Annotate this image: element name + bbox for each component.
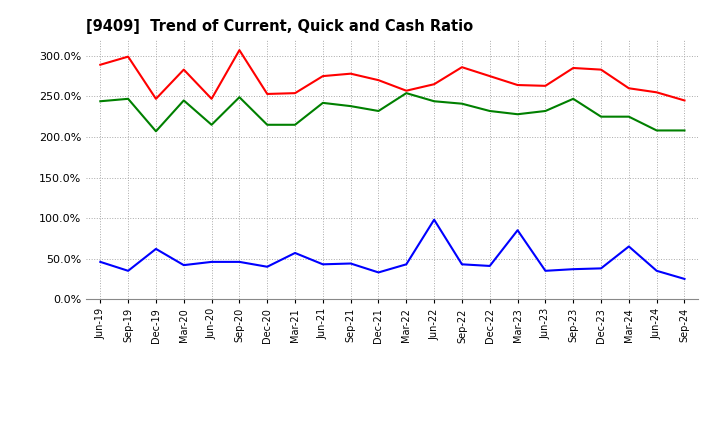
Line: Cash Ratio: Cash Ratio: [100, 220, 685, 279]
Quick Ratio: [96, 99, 104, 104]
Text: [9409]  Trend of Current, Quick and Cash Ratio: [9409] Trend of Current, Quick and Cash …: [86, 19, 474, 34]
Current Ratio: [207, 96, 216, 102]
Quick Ratio: [346, 103, 355, 109]
Quick Ratio: [541, 108, 550, 114]
Current Ratio: [318, 73, 327, 79]
Quick Ratio: [513, 112, 522, 117]
Cash Ratio: [124, 268, 132, 273]
Current Ratio: [680, 98, 689, 103]
Current Ratio: [541, 83, 550, 88]
Cash Ratio: [597, 266, 606, 271]
Line: Quick Ratio: Quick Ratio: [100, 93, 685, 131]
Current Ratio: [96, 62, 104, 67]
Quick Ratio: [318, 100, 327, 106]
Current Ratio: [235, 48, 243, 53]
Current Ratio: [291, 91, 300, 96]
Current Ratio: [179, 67, 188, 72]
Cash Ratio: [624, 244, 633, 249]
Cash Ratio: [680, 276, 689, 282]
Quick Ratio: [207, 122, 216, 128]
Quick Ratio: [458, 101, 467, 106]
Quick Ratio: [124, 96, 132, 102]
Current Ratio: [652, 90, 661, 95]
Cash Ratio: [652, 268, 661, 273]
Quick Ratio: [179, 98, 188, 103]
Cash Ratio: [291, 250, 300, 256]
Cash Ratio: [458, 262, 467, 267]
Current Ratio: [124, 54, 132, 59]
Cash Ratio: [541, 268, 550, 273]
Cash Ratio: [374, 270, 383, 275]
Current Ratio: [374, 77, 383, 83]
Current Ratio: [152, 96, 161, 102]
Current Ratio: [485, 73, 494, 79]
Current Ratio: [458, 65, 467, 70]
Quick Ratio: [152, 128, 161, 134]
Current Ratio: [430, 81, 438, 87]
Cash Ratio: [318, 262, 327, 267]
Quick Ratio: [652, 128, 661, 133]
Cash Ratio: [485, 263, 494, 268]
Cash Ratio: [569, 267, 577, 272]
Quick Ratio: [263, 122, 271, 128]
Cash Ratio: [513, 227, 522, 233]
Cash Ratio: [263, 264, 271, 269]
Current Ratio: [569, 66, 577, 71]
Quick Ratio: [374, 108, 383, 114]
Cash Ratio: [179, 263, 188, 268]
Quick Ratio: [624, 114, 633, 119]
Quick Ratio: [291, 122, 300, 128]
Quick Ratio: [430, 99, 438, 104]
Current Ratio: [597, 67, 606, 72]
Current Ratio: [346, 71, 355, 76]
Quick Ratio: [485, 108, 494, 114]
Cash Ratio: [152, 246, 161, 252]
Quick Ratio: [402, 91, 410, 96]
Cash Ratio: [346, 261, 355, 266]
Cash Ratio: [235, 259, 243, 264]
Current Ratio: [263, 92, 271, 97]
Current Ratio: [513, 82, 522, 88]
Quick Ratio: [680, 128, 689, 133]
Line: Current Ratio: Current Ratio: [100, 50, 685, 100]
Cash Ratio: [430, 217, 438, 222]
Current Ratio: [402, 88, 410, 93]
Quick Ratio: [235, 95, 243, 100]
Cash Ratio: [96, 259, 104, 264]
Cash Ratio: [207, 259, 216, 264]
Cash Ratio: [402, 262, 410, 267]
Current Ratio: [624, 86, 633, 91]
Quick Ratio: [597, 114, 606, 119]
Quick Ratio: [569, 96, 577, 102]
